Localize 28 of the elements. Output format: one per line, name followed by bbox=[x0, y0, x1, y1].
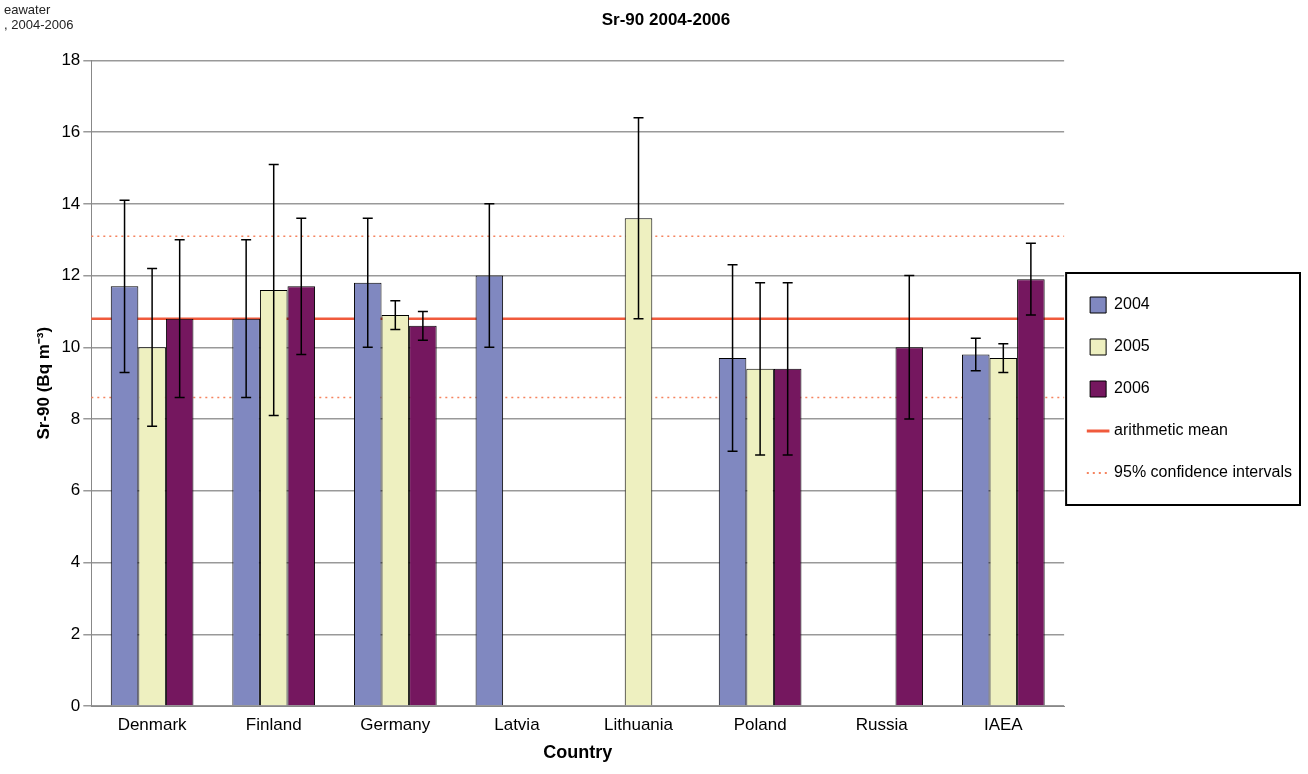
y-tick-label: 8 bbox=[70, 408, 81, 428]
x-tick-label: Latvia bbox=[494, 714, 541, 734]
x-tick-label: Finland bbox=[245, 714, 302, 734]
x-tick-label: Russia bbox=[855, 714, 909, 734]
y-tick-label: 6 bbox=[70, 480, 81, 500]
y-tick-label: 18 bbox=[61, 50, 81, 70]
x-tick-label: Poland bbox=[733, 714, 787, 734]
y-tick-label: 16 bbox=[61, 121, 81, 141]
y-tick-label: 2 bbox=[70, 623, 81, 643]
legend-label: 2004 bbox=[1114, 295, 1150, 313]
y-tick-label: 10 bbox=[61, 337, 81, 357]
x-tick-label: IAEA bbox=[983, 714, 1024, 734]
x-axis-title: Country bbox=[543, 742, 613, 763]
y-tick-label: 4 bbox=[70, 552, 81, 572]
text: , 2004-2006 bbox=[4, 17, 74, 32]
x-tick-label: Germany bbox=[360, 714, 431, 734]
x-tick-label: Lithuania bbox=[604, 714, 674, 734]
y-tick-label: 14 bbox=[61, 193, 81, 213]
x-tick-label: Denmark bbox=[117, 714, 188, 734]
legend-label: 2006 bbox=[1114, 379, 1150, 397]
legend-label: 95% confidence intervals bbox=[1114, 463, 1293, 481]
legend-label: 2005 bbox=[1114, 337, 1150, 355]
y-tick-label: 12 bbox=[61, 265, 81, 285]
y-tick-label: 0 bbox=[70, 695, 81, 715]
legend-label: arithmetic mean bbox=[1114, 421, 1228, 439]
chart-title: Sr-90 2004-2006 bbox=[601, 9, 731, 29]
y-axis-title: Sr-90 (Bq m⁻³) bbox=[33, 326, 53, 440]
text: eawater bbox=[4, 2, 52, 17]
